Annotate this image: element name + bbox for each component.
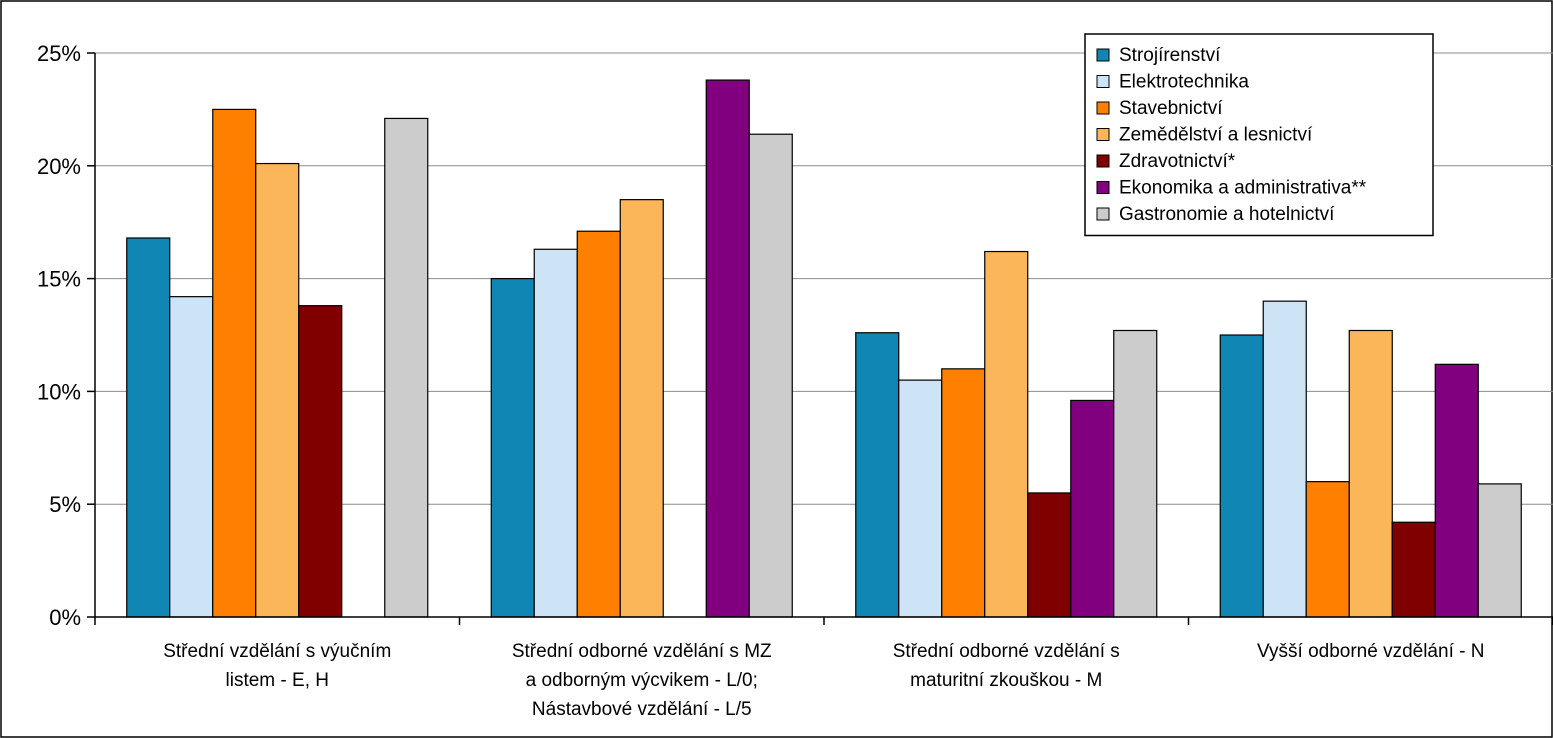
bar [1305, 481, 1350, 618]
x-tick-label: a odborným výcvikem - L/0; [526, 670, 758, 691]
bar [619, 199, 664, 618]
x-tick-label: Střední odborné vzdělání s [893, 641, 1120, 662]
bar [705, 79, 750, 618]
bar [1477, 483, 1522, 618]
legend-swatch [1096, 101, 1110, 115]
x-tick-label: maturitní zkouškou - M [910, 670, 1102, 691]
legend-label: Stavebnictví [1119, 98, 1223, 119]
y-axis-ticks: 0% 5% 10% 15% 20% 25% [37, 41, 81, 630]
bar [1219, 334, 1264, 618]
x-tick-label: Střední vzdělání s výučním [163, 641, 391, 662]
bar [1070, 399, 1115, 618]
legend-swatch [1096, 48, 1110, 62]
x-tick-label: Střední odborné vzdělání s MZ [512, 641, 772, 662]
legend-label: Strojírenství [1119, 45, 1221, 66]
bars [126, 79, 1522, 618]
bar [1391, 521, 1436, 618]
bar [576, 230, 621, 618]
legend-swatch [1096, 128, 1110, 141]
legend-label: Elektrotechnika [1119, 72, 1249, 93]
y-tick-label: 25% [37, 41, 81, 66]
legend-swatch [1096, 207, 1110, 221]
x-tick-label: listem - E, H [226, 670, 329, 691]
legend: Strojírenství Elektrotechnika Stavebnictví… [1084, 33, 1434, 237]
bar [855, 332, 900, 618]
bar [533, 248, 578, 618]
legend-label: Zdravotnictví* [1119, 151, 1236, 172]
bar [748, 133, 793, 618]
bar [1434, 363, 1479, 618]
bar [984, 250, 1029, 618]
y-tick-label: 20% [37, 154, 81, 179]
bar [126, 237, 171, 618]
bar [898, 379, 943, 618]
bar [298, 305, 343, 618]
bar [169, 296, 214, 618]
legend-label: Zemědělství a lesnictví [1119, 125, 1313, 146]
bar [384, 117, 429, 618]
legend-swatch [1096, 181, 1110, 194]
axes [87, 52, 1553, 625]
x-tick-label: Vyšší odborné vzdělání - N [1257, 641, 1484, 662]
legend-swatch [1096, 75, 1110, 88]
bar [1027, 492, 1072, 618]
y-tick-label: 10% [37, 379, 81, 404]
legend-label: Gastronomie a hotelnictví [1119, 204, 1335, 225]
x-axis-labels: Střední vzdělání s výučním listem - E, H S… [163, 641, 1484, 720]
bar [1113, 329, 1158, 618]
bar [490, 278, 535, 618]
bar [1348, 329, 1393, 618]
y-tick-label: 15% [37, 267, 81, 292]
bar [1262, 300, 1307, 618]
bar [212, 108, 257, 618]
y-tick-label: 5% [49, 492, 81, 517]
y-tick-label: 0% [49, 605, 81, 630]
legend-label: Ekonomika a administrativa** [1119, 178, 1367, 199]
legend-swatch [1096, 154, 1110, 168]
bar [255, 162, 300, 618]
x-tick-label: Nástavbové vzdělání - L/5 [532, 699, 752, 720]
legend-box [1084, 33, 1434, 237]
bar [941, 368, 986, 618]
